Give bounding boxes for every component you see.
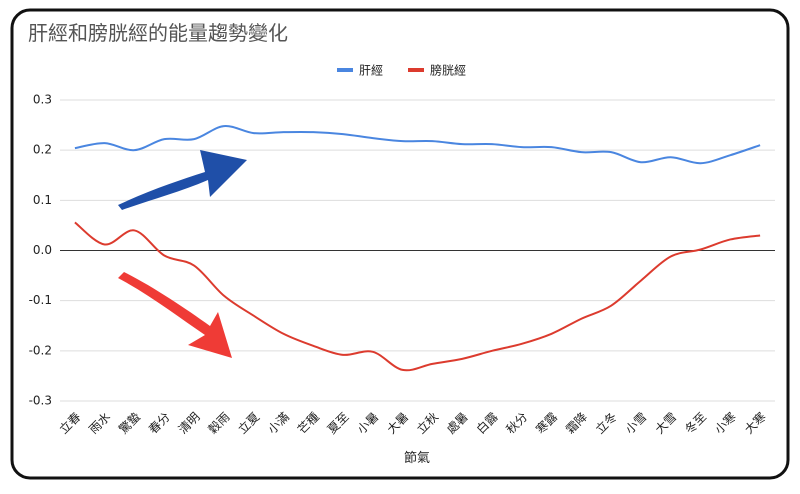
y-tick-label: 0.2 — [33, 143, 52, 157]
line-series — [74, 125, 761, 165]
line-series — [74, 221, 761, 372]
y-tick-label: 0.3 — [33, 93, 52, 107]
frame — [10, 8, 790, 480]
y-tick-label: 0.1 — [33, 193, 52, 207]
y-tick-label: -0.2 — [29, 343, 52, 357]
legend-label: 肝經 — [359, 64, 383, 78]
chart-title: 肝經和膀胱經的能量趨勢變化 — [28, 21, 288, 45]
x-axis-label: 節氣 — [404, 451, 430, 466]
legend-label: 膀胱經 — [430, 63, 466, 78]
red-arrow — [118, 272, 232, 358]
blue-arrow — [118, 150, 247, 210]
y-tick-label: -0.1 — [29, 293, 52, 307]
y-tick-label: -0.3 — [29, 394, 52, 408]
y-tick-label: 0.0 — [33, 243, 52, 257]
